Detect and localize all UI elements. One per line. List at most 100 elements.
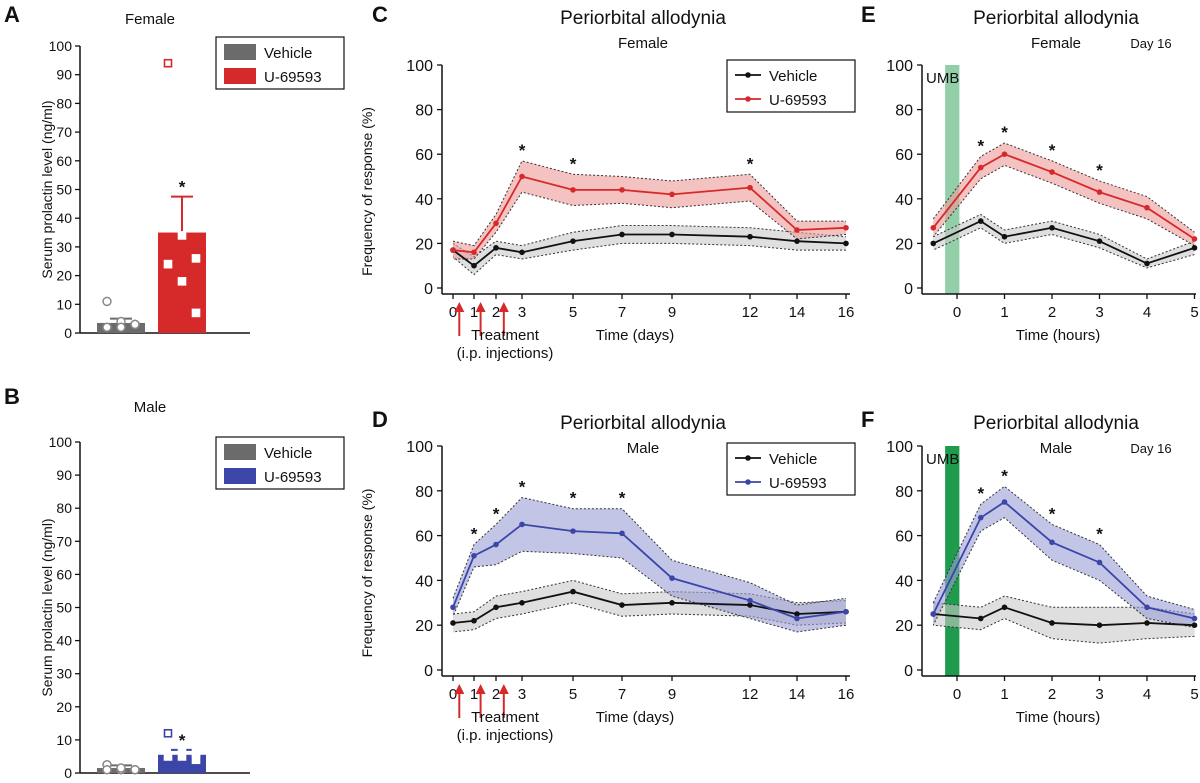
data-point (1191, 245, 1198, 251)
sem-band-u69593 (453, 497, 846, 632)
x-tick-label: 1 (470, 686, 478, 703)
data-point (519, 249, 525, 256)
data-point (619, 602, 625, 608)
x-tick-label: 14 (789, 304, 806, 321)
sem-upper (452, 160, 846, 247)
x-tick-label: 3 (518, 686, 526, 703)
sem-upper (452, 225, 847, 258)
x-tick-label: 2 (492, 686, 500, 703)
data-point (163, 259, 173, 269)
data-point (177, 752, 187, 761)
day-label: Day 16 (1130, 36, 1171, 51)
data-point (471, 249, 477, 256)
y-tick-label: 80 (415, 484, 433, 501)
significance-star: * (977, 484, 984, 503)
data-point (619, 187, 625, 193)
treatment-label: Treatment (471, 327, 540, 344)
y-tick-label: 80 (56, 500, 72, 516)
significance-star: * (570, 489, 577, 508)
panel-subtitle: Female (1031, 35, 1081, 52)
legend-box (726, 442, 856, 496)
sem-lower (933, 227, 1195, 269)
legend-marker (745, 96, 751, 102)
significance-star: * (519, 478, 526, 497)
data-point (669, 600, 675, 606)
data-point (1049, 224, 1055, 231)
y-tick-label: 40 (415, 573, 433, 590)
significance-star: * (1001, 466, 1008, 485)
panel-a: A Female Serum prolactin level (ng/ml) 0 10 2… (4, 2, 345, 341)
data-point (1144, 260, 1150, 267)
data-point (977, 514, 984, 521)
significance-star: * (570, 154, 577, 173)
data-point (794, 227, 800, 233)
panel-subtitle: Male (1040, 440, 1073, 457)
x-tick-label: 1 (470, 304, 478, 321)
panel-letter: F (861, 407, 874, 432)
y-tick-label: 80 (56, 95, 72, 111)
x-tick-label: 12 (742, 304, 759, 321)
data-point (1001, 233, 1008, 240)
x-tick-label: 7 (618, 686, 626, 703)
panel-subtitle: Female (618, 35, 668, 52)
sem-lower (452, 550, 847, 633)
data-point (471, 552, 477, 559)
significance-star: * (1049, 141, 1056, 160)
y-tick-label: 100 (49, 434, 73, 450)
data-point (1096, 238, 1103, 244)
x-tick-label: 2 (1048, 304, 1056, 321)
data-point (794, 611, 800, 617)
data-point (519, 521, 525, 528)
x-axis-label: Time (hours) (1016, 327, 1100, 344)
significance-star: * (1096, 525, 1103, 544)
x-tick-label: 1 (1000, 686, 1008, 703)
panel-subtitle: Male (134, 399, 167, 416)
x-axis-label: Time (days) (596, 327, 675, 344)
data-point (570, 588, 576, 595)
sem-upper (932, 485, 1195, 611)
y-tick-label: 30 (56, 666, 72, 682)
x-tick-label: 2 (1048, 686, 1056, 703)
data-point (102, 296, 112, 307)
y-tick-label: 60 (895, 147, 913, 164)
x-tick-label: 4 (1143, 304, 1151, 321)
x-tick-label: 14 (789, 686, 806, 703)
data-point (1001, 151, 1008, 157)
data-point (747, 184, 753, 191)
data-point (163, 728, 173, 738)
y-tick-label: 90 (56, 67, 72, 83)
data-point (619, 231, 625, 238)
x-axis-label: Time (days) (596, 709, 675, 726)
legend-label: U-69593 (264, 469, 322, 486)
data-point (450, 620, 456, 626)
x-tick-label: 0 (449, 686, 457, 703)
y-tick-label: 60 (56, 153, 72, 169)
x-tick-label: 3 (1095, 686, 1103, 703)
data-point (191, 755, 201, 765)
y-tick-label: 40 (56, 210, 72, 226)
data-point (1191, 615, 1198, 622)
data-point (843, 608, 849, 615)
y-tick-label: 30 (56, 239, 72, 255)
y-tick-label: 0 (64, 765, 72, 781)
sem-lower (453, 191, 847, 260)
data-point (669, 575, 675, 581)
data-point (102, 764, 112, 775)
umb-band (945, 65, 960, 294)
y-tick-label: 90 (56, 467, 72, 483)
data-point (1144, 604, 1150, 611)
significance-star: * (619, 489, 626, 508)
data-point (1096, 559, 1103, 566)
sem-band-u69593 (453, 160, 846, 260)
legend-label: U-69593 (769, 475, 827, 492)
treatment-label: Treatment (471, 709, 540, 726)
data-point (471, 262, 477, 269)
y-tick-label: 60 (415, 147, 433, 164)
y-tick-label: 20 (56, 699, 72, 715)
data-point (130, 319, 140, 330)
sem-band-vehicle (933, 596, 1195, 644)
x-tick-label: 12 (742, 686, 759, 703)
legend-label: Vehicle (264, 445, 312, 462)
sem-upper (933, 213, 1195, 260)
x-axis-label: Time (hours) (1016, 709, 1100, 726)
